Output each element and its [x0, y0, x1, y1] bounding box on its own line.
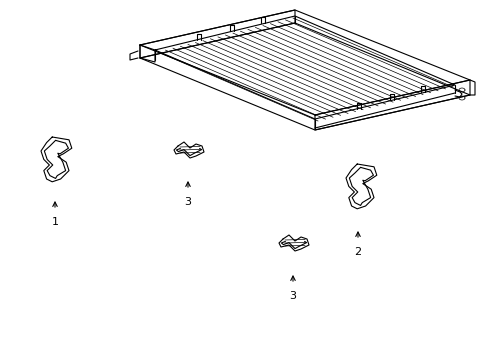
Text: 3: 3: [289, 291, 296, 301]
Text: 2: 2: [354, 247, 361, 257]
Text: 3: 3: [184, 197, 191, 207]
Text: 1: 1: [51, 217, 59, 227]
